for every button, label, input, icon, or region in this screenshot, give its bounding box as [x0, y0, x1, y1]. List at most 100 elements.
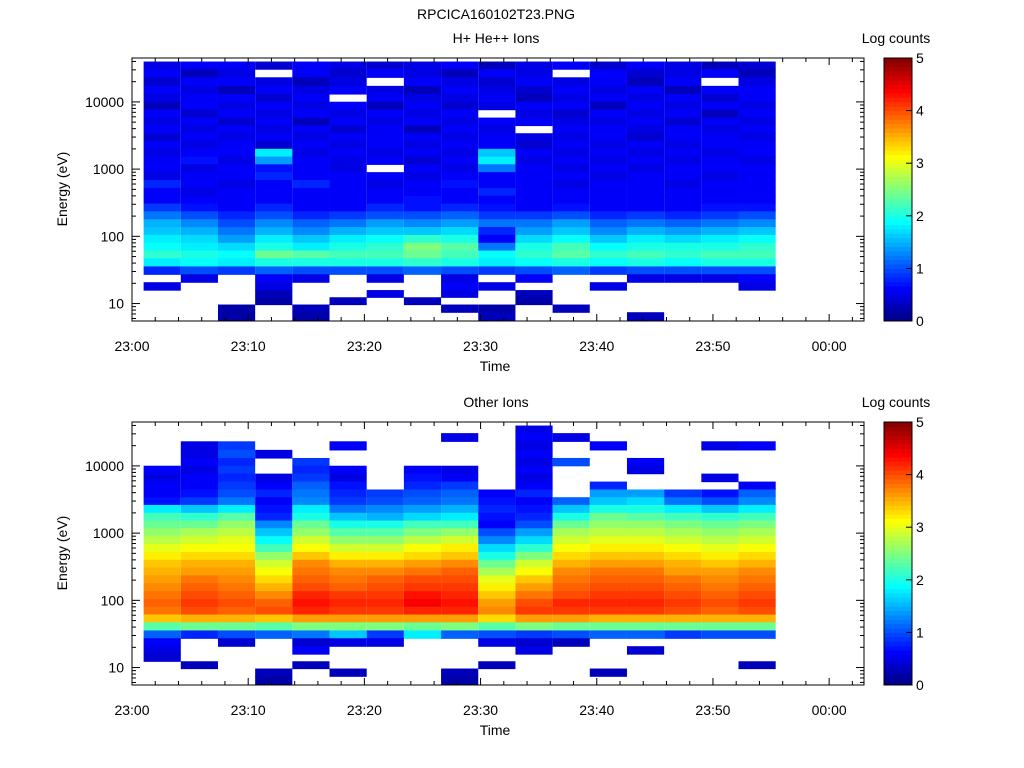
- heatmap-cell: [366, 172, 404, 181]
- heatmap-cell: [626, 85, 665, 95]
- heatmap-cell: [552, 520, 590, 529]
- heatmap-cell: [329, 85, 367, 95]
- colorbar-swatch: [884, 522, 912, 528]
- heatmap-cell: [143, 512, 181, 522]
- heatmap-cell: [701, 504, 739, 514]
- heatmap-cell: [701, 520, 739, 529]
- heatmap-cell: [515, 583, 553, 592]
- heatmap-cell: [701, 242, 739, 252]
- heatmap-cell: [403, 606, 442, 616]
- heatmap-cell: [589, 481, 627, 491]
- heatmap-cell: [552, 433, 590, 442]
- heatmap-cell: [366, 180, 404, 189]
- heatmap-cell: [217, 606, 256, 616]
- heatmap-cell: [180, 148, 218, 158]
- heatmap-cell: [701, 536, 739, 545]
- colorbar-swatch: [884, 663, 912, 668]
- heatmap-cell: [403, 528, 442, 537]
- heatmap-cell: [255, 583, 293, 592]
- heatmap-cell: [738, 591, 776, 600]
- heatmap-cell: [180, 242, 218, 252]
- heatmap-cell: [515, 520, 553, 529]
- heatmap-cell: [366, 290, 404, 298]
- heatmap-cell: [701, 227, 739, 236]
- colorbar-swatch: [884, 316, 912, 322]
- heatmap-cell: [143, 117, 181, 127]
- heatmap-cell: [515, 101, 553, 111]
- heatmap-cell: [478, 567, 516, 576]
- colorbar-swatch: [884, 636, 912, 642]
- heatmap-cell: [701, 528, 739, 537]
- heatmap-cell: [626, 630, 665, 639]
- panel-2-colorbar-label: Log counts: [861, 394, 931, 410]
- y-tick-label: 100: [101, 228, 125, 244]
- heatmap-cell: [180, 520, 218, 529]
- heatmap-cell: [217, 85, 256, 95]
- heatmap-cell: [403, 69, 442, 78]
- heatmap-cell: [441, 85, 479, 95]
- colorbar-swatch: [884, 198, 912, 204]
- heatmap-cell: [738, 77, 776, 87]
- heatmap-cell: [329, 551, 367, 561]
- heatmap-cell: [701, 598, 739, 608]
- colorbar-swatch: [884, 79, 912, 85]
- heatmap-cell: [738, 512, 776, 522]
- heatmap-cell: [626, 133, 665, 142]
- heatmap-cell: [403, 180, 442, 189]
- heatmap-cell: [329, 117, 367, 127]
- heatmap-cell: [292, 187, 330, 197]
- heatmap-cell: [701, 512, 739, 522]
- heatmap-cell: [664, 274, 702, 283]
- heatmap-cell: [738, 497, 776, 506]
- heatmap-cell: [589, 77, 627, 87]
- heatmap-cell: [589, 187, 627, 197]
- heatmap-cell: [478, 195, 516, 205]
- colorbar-swatch: [884, 145, 912, 151]
- heatmap-cell: [255, 148, 293, 158]
- colorbar-swatch: [884, 110, 912, 116]
- heatmap-cell: [664, 172, 702, 181]
- heatmap-cell: [664, 101, 702, 111]
- heatmap-cell: [403, 117, 442, 127]
- heatmap-cell: [217, 304, 256, 313]
- heatmap-cell: [515, 457, 553, 467]
- heatmap-cell: [441, 274, 479, 283]
- colorbar-swatch: [884, 176, 912, 182]
- heatmap-cell: [217, 559, 256, 569]
- heatmap-cell: [292, 473, 330, 483]
- heatmap-cell: [403, 544, 442, 553]
- heatmap-cell: [217, 583, 256, 592]
- heatmap-cell: [366, 242, 404, 252]
- colorbar-swatch: [884, 540, 912, 546]
- heatmap-cell: [738, 536, 776, 545]
- heatmap-cell: [664, 187, 702, 197]
- heatmap-cell: [701, 133, 739, 142]
- heatmap-cell: [292, 304, 330, 313]
- colorbar-swatch: [884, 671, 912, 677]
- panel-2-colorbar: 0 1 2 3 4 5: [883, 414, 924, 693]
- heatmap-cell: [255, 559, 293, 569]
- heatmap-cell: [701, 473, 739, 483]
- heatmap-cell: [552, 638, 590, 647]
- heatmap-cell: [180, 227, 218, 236]
- heatmap-cell: [403, 630, 442, 639]
- y-tick-label: 10000: [85, 458, 124, 474]
- colorbar-swatch: [884, 448, 912, 454]
- heatmap-cell: [255, 227, 293, 236]
- heatmap-cell: [515, 69, 553, 78]
- heatmap-cell: [366, 551, 404, 561]
- heatmap-cell: [478, 583, 516, 592]
- heatmap-cell: [664, 551, 702, 561]
- heatmap-cell: [589, 544, 627, 553]
- heatmap-cell: [292, 234, 330, 244]
- colorbar-swatch: [884, 259, 912, 265]
- heatmap-cell: [589, 497, 627, 506]
- heatmap-cell: [589, 441, 627, 451]
- heatmap-cell: [701, 258, 739, 268]
- panel-1-colorbar: 0 1 2 3 4 5: [883, 50, 924, 329]
- heatmap-cell: [403, 614, 442, 623]
- heatmap-cell: [255, 591, 293, 600]
- x-tick-label: 23:20: [347, 338, 382, 354]
- heatmap-cell: [701, 489, 739, 498]
- colorbar-tick-label: 4: [916, 103, 924, 119]
